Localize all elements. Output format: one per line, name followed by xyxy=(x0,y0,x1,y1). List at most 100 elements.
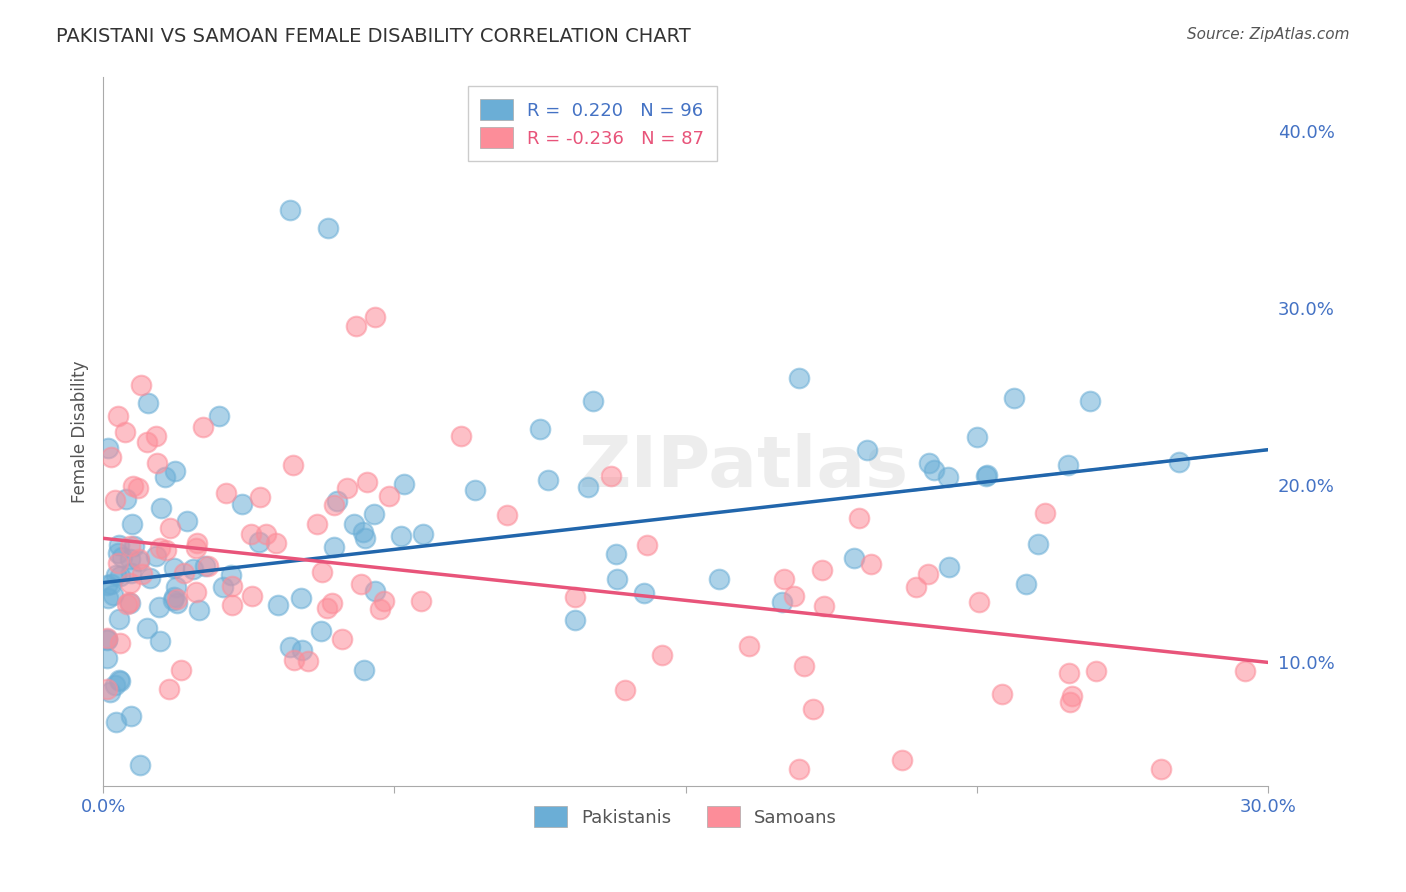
Point xyxy=(464,483,486,497)
Point xyxy=(96,632,118,647)
Point xyxy=(173,566,195,580)
Point xyxy=(938,559,960,574)
Point xyxy=(97,442,120,456)
Point xyxy=(859,557,882,571)
Point xyxy=(145,429,167,443)
Point xyxy=(131,566,153,581)
Point xyxy=(291,643,314,657)
Point xyxy=(364,310,387,324)
Point xyxy=(163,590,186,604)
Point xyxy=(392,477,415,491)
Point xyxy=(107,556,129,570)
Point xyxy=(254,526,277,541)
Point xyxy=(249,490,271,504)
Point xyxy=(924,463,946,477)
Point xyxy=(363,507,385,521)
Point xyxy=(364,583,387,598)
Point xyxy=(1033,506,1056,520)
Point xyxy=(373,594,395,608)
Point xyxy=(163,464,186,478)
Point xyxy=(966,429,988,443)
Point xyxy=(169,663,191,677)
Point xyxy=(110,674,132,689)
Point xyxy=(606,572,628,586)
Point xyxy=(153,470,176,484)
Point xyxy=(103,588,125,602)
Point xyxy=(221,568,243,582)
Point xyxy=(181,562,204,576)
Point xyxy=(409,593,432,607)
Point xyxy=(323,540,346,554)
Point xyxy=(166,596,188,610)
Point xyxy=(264,536,287,550)
Point xyxy=(166,591,188,606)
Point xyxy=(305,517,328,532)
Point xyxy=(905,581,928,595)
Point xyxy=(614,683,637,698)
Point xyxy=(326,494,349,508)
Point xyxy=(105,567,128,582)
Point xyxy=(118,552,141,566)
Point xyxy=(599,469,621,483)
Point xyxy=(917,566,939,581)
Point xyxy=(162,593,184,607)
Point xyxy=(104,678,127,692)
Point xyxy=(111,550,134,565)
Point xyxy=(104,492,127,507)
Point xyxy=(787,371,810,385)
Point xyxy=(118,596,141,610)
Point xyxy=(412,527,434,541)
Point xyxy=(344,318,367,333)
Point xyxy=(120,709,142,723)
Point xyxy=(336,481,359,495)
Point xyxy=(96,681,118,696)
Point xyxy=(309,624,332,638)
Point xyxy=(108,636,131,650)
Point xyxy=(100,450,122,465)
Point xyxy=(105,715,128,730)
Point xyxy=(855,443,877,458)
Point xyxy=(149,634,172,648)
Point xyxy=(891,753,914,767)
Point xyxy=(1078,394,1101,409)
Point xyxy=(96,632,118,647)
Point xyxy=(938,469,960,483)
Point xyxy=(145,549,167,563)
Point xyxy=(605,547,627,561)
Point xyxy=(793,659,815,673)
Point xyxy=(917,456,939,470)
Point xyxy=(149,501,172,516)
Point xyxy=(247,534,270,549)
Point xyxy=(100,576,122,591)
Point xyxy=(564,591,586,605)
Point xyxy=(450,429,472,443)
Point xyxy=(148,599,170,614)
Point xyxy=(128,551,150,566)
Point xyxy=(377,489,399,503)
Point xyxy=(128,757,150,772)
Point xyxy=(163,561,186,575)
Point xyxy=(1002,392,1025,406)
Point xyxy=(770,595,793,609)
Point xyxy=(343,516,366,531)
Point xyxy=(1167,454,1189,468)
Point xyxy=(184,584,207,599)
Point xyxy=(991,687,1014,701)
Point xyxy=(121,479,143,493)
Point xyxy=(146,456,169,470)
Y-axis label: Female Disability: Female Disability xyxy=(72,360,89,503)
Legend: Pakistanis, Samoans: Pakistanis, Samoans xyxy=(527,799,845,834)
Point xyxy=(773,572,796,586)
Point xyxy=(186,535,208,549)
Point xyxy=(651,648,673,662)
Point xyxy=(297,655,319,669)
Point xyxy=(1059,666,1081,681)
Point xyxy=(215,486,238,500)
Point xyxy=(1062,690,1084,704)
Point xyxy=(114,425,136,439)
Point xyxy=(322,498,344,512)
Point xyxy=(155,542,177,557)
Point xyxy=(976,468,998,483)
Point xyxy=(139,570,162,584)
Point xyxy=(1026,537,1049,551)
